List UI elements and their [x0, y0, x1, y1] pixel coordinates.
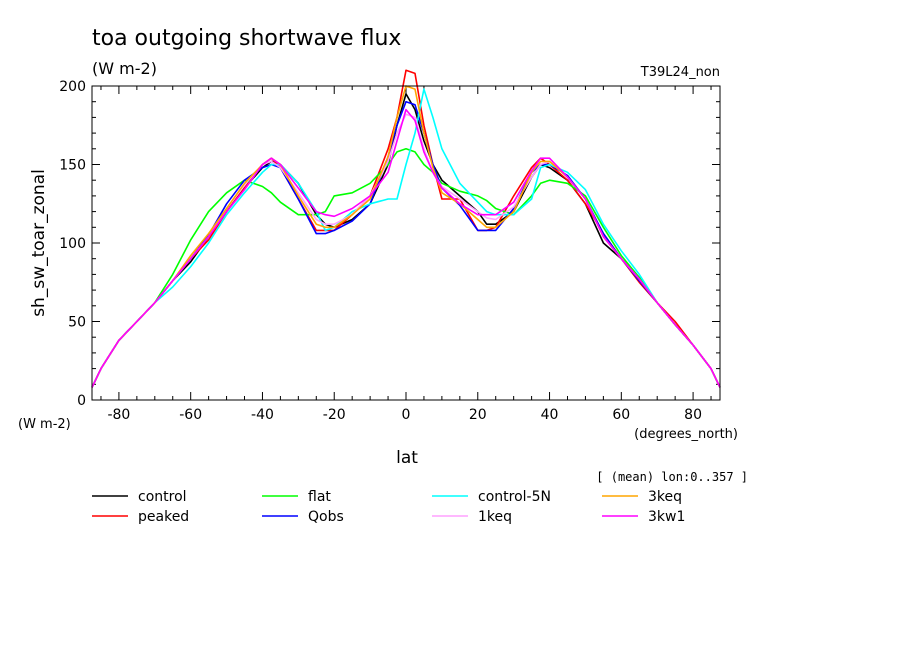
series-line-peaked	[91, 69, 721, 388]
legend-label: control-5N	[478, 489, 551, 505]
series-line-3kw1	[91, 108, 721, 388]
plot-frame	[91, 85, 721, 401]
x-tick-label: -60	[179, 407, 202, 423]
x-tick-label: -40	[251, 407, 274, 423]
x-tick-label: 20	[469, 407, 487, 423]
series-line-1keq	[91, 113, 721, 388]
y-tick-label: 0	[77, 393, 86, 409]
x-tick-label: 80	[684, 407, 702, 423]
axis-ticks: -80 -60 -40 -20 0 20 40 60 80 0 50 100 150 200	[59, 79, 720, 423]
y-tick-label: 200	[59, 79, 86, 95]
x-tick-label: -80	[107, 407, 130, 423]
series-line-control	[91, 93, 721, 388]
chart-units: (W m-2)	[92, 59, 157, 78]
series-line-flat	[91, 148, 721, 388]
legend-label: Qobs	[308, 509, 344, 525]
legend-label: 3keq	[648, 489, 682, 505]
y-units-label: (W m-2)	[18, 417, 71, 432]
y-tick-label: 100	[59, 236, 86, 252]
mean-note: [ (mean) lon:0..357 ]	[596, 470, 748, 484]
legend-label: peaked	[138, 509, 189, 525]
run-label: T39L24_non	[640, 65, 720, 80]
legend-label: 3kw1	[648, 509, 685, 525]
x-axis-label: lat	[396, 448, 418, 468]
x-tick-label: 40	[541, 407, 559, 423]
legend-label: control	[138, 489, 187, 505]
legend-label: 1keq	[478, 509, 512, 525]
series-line-qobs	[91, 100, 721, 388]
y-tick-label: 50	[68, 315, 86, 331]
legend: control peaked flat Qobs control-5N 1keq 3keq 3…	[92, 489, 685, 525]
legend-label: flat	[308, 489, 331, 505]
series-lines	[91, 69, 721, 388]
x-units-label: (degrees_north)	[634, 427, 738, 442]
series-line-3keq	[91, 85, 721, 388]
x-tick-label: 0	[402, 407, 411, 423]
y-axis-label: sh_sw_toar_zonal	[29, 169, 49, 317]
y-tick-label: 150	[59, 158, 86, 174]
chart-title: toa outgoing shortwave flux	[92, 26, 401, 51]
series-line-control-5n	[91, 88, 721, 388]
x-tick-label: 60	[612, 407, 630, 423]
x-tick-label: -20	[323, 407, 346, 423]
